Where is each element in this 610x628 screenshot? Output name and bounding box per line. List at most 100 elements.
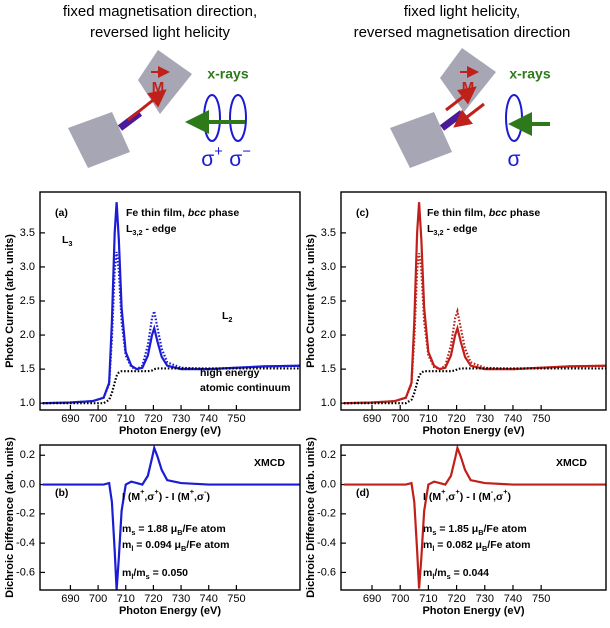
- text-segment: -: [491, 487, 494, 496]
- x-tick-label: 720: [144, 593, 162, 605]
- text-segment: Fe thin film,: [126, 207, 188, 219]
- annotation: XMCD: [254, 457, 285, 469]
- text-segment: 2: [228, 315, 232, 324]
- text-segment: atomic continuum: [200, 382, 290, 394]
- text-segment: Fe thin film,: [427, 207, 489, 219]
- annotation: ml/ms = 0.050: [122, 567, 188, 582]
- sample: [68, 112, 130, 168]
- text-segment: B: [181, 544, 186, 553]
- y-tick-label: 3.0: [321, 261, 336, 273]
- text-segment: 3: [68, 239, 72, 248]
- x-axis-label: Photon Energy (eV): [119, 425, 221, 437]
- text-segment: phase: [206, 207, 239, 219]
- text-segment: /Fe atom: [487, 539, 530, 551]
- annotation: (d): [356, 487, 369, 499]
- text-segment: XMCD: [556, 457, 587, 469]
- text-segment: I (M: [122, 491, 140, 503]
- y-tick-label: 2.5: [20, 295, 35, 307]
- text-segment: - edge: [143, 223, 177, 235]
- annotation: ms = 1.88 μB/Fe atom: [122, 523, 226, 538]
- x-tick-label: 740: [200, 413, 218, 425]
- x-tick-label: 750: [532, 593, 550, 605]
- sigma-label: σ+: [201, 144, 223, 171]
- annotation: (a): [55, 207, 68, 219]
- annotation: I (M+,σ+) - I (M-,σ+): [423, 487, 511, 502]
- holder: [117, 110, 143, 131]
- text-segment: σ: [508, 148, 521, 171]
- xray-label: x-rays: [509, 66, 550, 82]
- x-tick-label: 710: [419, 413, 437, 425]
- text-segment: +: [455, 487, 459, 496]
- x-tick-label: 740: [200, 593, 218, 605]
- sigma-label: σ−: [229, 144, 251, 171]
- annotation: L3,2 - edge: [427, 223, 478, 238]
- text-segment: bcc: [489, 207, 507, 219]
- chart: 690 700 710 720 730 740 750 -0.6 -0.4 -0.2 0.0 0.2 P…: [305, 437, 607, 617]
- x-tick-label: 740: [504, 593, 522, 605]
- text-segment: /m: [434, 567, 446, 579]
- text-segment: σ: [229, 148, 242, 171]
- data-line: [343, 445, 606, 589]
- y-axis-label: Dichroic Difference (arb. units): [305, 437, 317, 598]
- text-segment: +: [441, 487, 445, 496]
- y-tick-label: 1.0: [20, 397, 35, 409]
- x-tick-label: 710: [117, 413, 135, 425]
- x-tick-label: 700: [89, 593, 107, 605]
- plot-area: [42, 202, 300, 405]
- x-tick-label: 720: [447, 413, 465, 425]
- text-segment: = 0.044: [451, 567, 489, 579]
- text-segment: l: [432, 572, 434, 581]
- holder: [439, 110, 465, 131]
- text-segment: phase: [507, 207, 540, 219]
- y-axis-label: Photo Current (arb. units): [305, 234, 317, 368]
- diagram-title: fixed magnetisation direction,: [63, 3, 257, 20]
- text-segment: ) - I (M: [159, 491, 190, 503]
- plot-area: [343, 202, 606, 405]
- text-segment: ): [508, 491, 512, 503]
- text-segment: high energy: [200, 367, 260, 379]
- text-segment: m: [122, 523, 131, 535]
- plot-area: [343, 445, 606, 589]
- m-arrow: [453, 102, 485, 128]
- text-segment: −: [242, 144, 251, 160]
- text-segment: (a): [55, 207, 68, 219]
- x-tick-label: 700: [391, 593, 409, 605]
- text-segment: +: [154, 487, 158, 496]
- x-tick-label: 750: [532, 413, 550, 425]
- y-tick-label: 0.0: [321, 478, 336, 490]
- annotation: L2: [222, 310, 233, 325]
- diagram-title: reversed magnetisation direction: [354, 24, 571, 41]
- sigma-label: σ: [508, 148, 521, 171]
- x-tick-label: 750: [227, 413, 245, 425]
- y-tick-label: 0.0: [20, 478, 35, 490]
- text-segment: = 1.85 μ: [436, 523, 478, 535]
- chart: 690 700 710 720 730 740 750 1.0 1.5 2.0 2.5 3.0 3.5 P…: [305, 191, 607, 437]
- y-tick-label: 3.5: [20, 227, 35, 239]
- x-tick-label: 730: [476, 593, 494, 605]
- y-tick-label: 2.0: [20, 329, 35, 341]
- frame: [340, 191, 607, 411]
- sample: [440, 48, 496, 112]
- text-segment: /Fe atom: [484, 523, 527, 535]
- helicity: [505, 94, 523, 142]
- text-segment: s: [432, 528, 436, 537]
- y-tick-label: 0.2: [20, 449, 35, 461]
- x-tick-label: 710: [419, 593, 437, 605]
- text-segment: ,σ: [194, 491, 204, 503]
- chart: 690 700 710 720 730 740 750 1.0 1.5 2.0 2.5 3.0 3.5 P…: [4, 191, 301, 437]
- data-line: [42, 445, 300, 590]
- annotation: Fe thin film, bcc phase: [126, 207, 239, 219]
- y-axis-label: Photo Current (arb. units): [4, 234, 16, 368]
- text-segment: m: [423, 567, 432, 579]
- text-segment: l: [432, 544, 434, 553]
- text-segment: - edge: [444, 223, 478, 235]
- text-segment: m: [122, 539, 131, 551]
- text-segment: 3,2: [433, 228, 443, 237]
- text-segment: ,σ: [144, 491, 154, 503]
- chart: 690 700 710 720 730 740 750 -0.6 -0.4 -0.2 0.0 0.2 P…: [4, 437, 301, 617]
- annotation: Fe thin film, bcc phase: [427, 207, 540, 219]
- x-tick-label: 720: [447, 593, 465, 605]
- annotation: I (M+,σ+) - I (M+,σ-): [122, 487, 210, 502]
- annotation: (b): [55, 487, 68, 499]
